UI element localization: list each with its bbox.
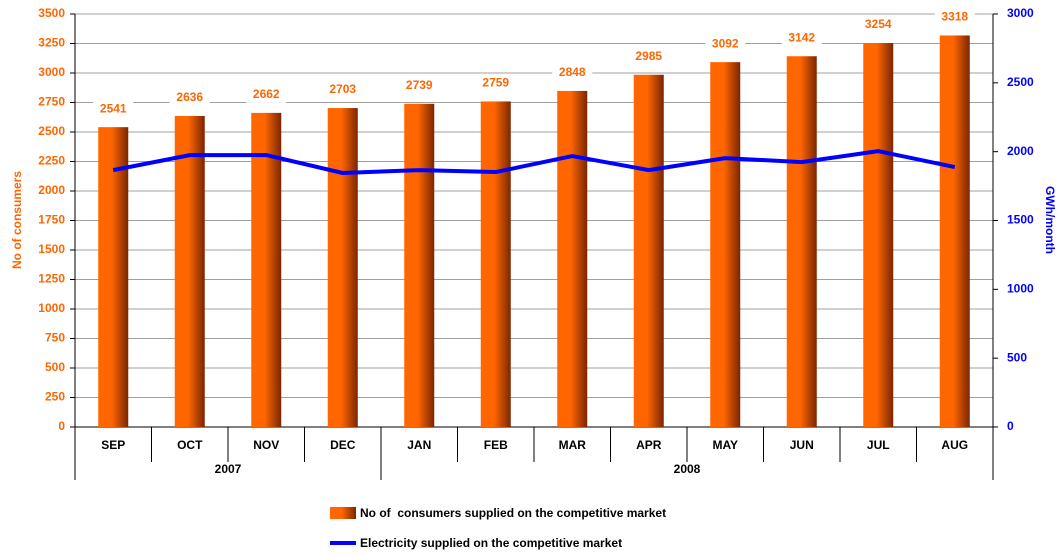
- line: [112, 149, 956, 176]
- y-tick-label: 0: [58, 419, 65, 433]
- x-tick-label: FEB: [484, 438, 508, 452]
- data-label: 2759: [482, 76, 509, 90]
- data-label: 2703: [329, 82, 356, 96]
- y-tick-label: 1000: [38, 301, 65, 315]
- data-label: 2636: [176, 90, 203, 104]
- data-label-bg: [628, 48, 669, 65]
- data-label-bg: [322, 82, 363, 99]
- y-tick-label: 2000: [38, 183, 65, 197]
- x-group-label: 2008: [674, 462, 701, 476]
- data-label: 3142: [788, 30, 815, 44]
- y2-axis-title: GWh/month: [1043, 186, 1057, 254]
- data-label: 2739: [406, 78, 433, 92]
- data-label: 3092: [712, 36, 739, 50]
- y-tick-label: 2500: [38, 124, 65, 138]
- y-tick-label: 2250: [38, 154, 65, 168]
- y2-tick-label: 2500: [1007, 75, 1034, 89]
- y-tick-label: 1500: [38, 242, 65, 256]
- bar: [251, 112, 282, 427]
- bar: [786, 56, 817, 428]
- y-tick-label: 3250: [38, 36, 65, 50]
- y2-tick-label: 500: [1007, 350, 1027, 364]
- x-tick-label: NOV: [253, 438, 279, 452]
- bar: [174, 115, 205, 428]
- y-tick-label: 500: [45, 360, 65, 374]
- data-label: 3318: [941, 10, 968, 24]
- bar: [480, 101, 511, 428]
- legend-label: Electricity supplied on the competitive …: [360, 536, 622, 550]
- legend-label: No of consumers supplied on the competit…: [360, 506, 666, 520]
- bar: [633, 74, 664, 428]
- x-tick-label: JAN: [407, 438, 431, 452]
- data-label-bg: [858, 17, 899, 34]
- data-label: 2662: [253, 87, 280, 101]
- x-group-label: 2007: [215, 462, 242, 476]
- y-tick-label: 1250: [38, 272, 65, 286]
- data-label-bg: [475, 75, 516, 92]
- y-tick-label: 3000: [38, 65, 65, 79]
- y2-tick-label: 3000: [1007, 6, 1034, 20]
- x-tick-label: SEP: [101, 438, 125, 452]
- x-tick-label: OCT: [177, 438, 203, 452]
- y2-tick-label: 2000: [1007, 144, 1034, 158]
- data-label-bg: [781, 30, 822, 47]
- data-label-bg: [93, 101, 134, 118]
- y2-tick-label: 1000: [1007, 282, 1034, 296]
- legend-swatch: [330, 507, 356, 519]
- data-label-bg: [705, 36, 746, 53]
- x-tick-label: JUN: [790, 438, 814, 452]
- y-tick-label: 2750: [38, 95, 65, 109]
- data-label: 2985: [635, 49, 662, 63]
- x-tick-label: AUG: [941, 438, 968, 452]
- data-label-bg: [934, 9, 975, 26]
- y2-tick-label: 0: [1007, 419, 1014, 433]
- data-label-bg: [552, 64, 593, 81]
- x-tick-label: APR: [636, 438, 662, 452]
- y2-tick-label: 1500: [1007, 213, 1034, 227]
- data-label: 2541: [100, 101, 127, 115]
- data-label: 2848: [559, 65, 586, 79]
- data-label-bg: [399, 77, 440, 94]
- x-tick-label: MAY: [712, 438, 738, 452]
- bar: [710, 62, 741, 427]
- bar: [863, 43, 894, 427]
- bar: [327, 108, 358, 428]
- bar: [404, 103, 435, 427]
- bar: [939, 35, 970, 427]
- data-label: 3254: [865, 17, 892, 31]
- y-axis-title: No of consumers: [10, 171, 24, 269]
- data-label-bg: [246, 86, 287, 103]
- y-tick-label: 3500: [38, 6, 65, 20]
- y-tick-label: 750: [45, 331, 65, 345]
- x-tick-label: DEC: [330, 438, 356, 452]
- x-tick-label: MAR: [559, 438, 587, 452]
- y-tick-label: 1750: [38, 213, 65, 227]
- bar: [557, 90, 588, 427]
- data-label-bg: [169, 89, 210, 106]
- y-tick-label: 250: [45, 390, 65, 404]
- bar: [98, 127, 129, 428]
- x-tick-label: JUL: [867, 438, 890, 452]
